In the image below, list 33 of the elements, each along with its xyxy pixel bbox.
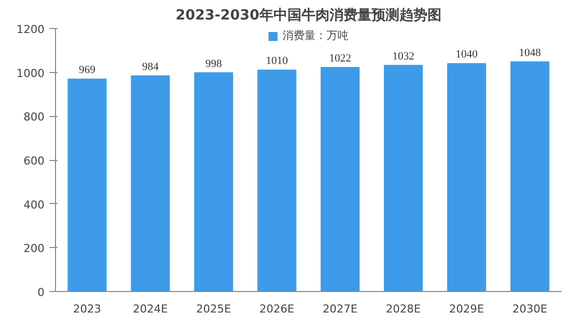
- y-tick-label: 0: [38, 286, 44, 299]
- y-tick-label: 1000: [16, 66, 45, 80]
- bar: [447, 63, 486, 292]
- data-label: 1022: [329, 52, 352, 65]
- legend-label: 消费量：万吨: [282, 28, 348, 43]
- bar: [320, 67, 360, 292]
- data-label: 984: [142, 60, 160, 73]
- y-tick-label: 1200: [16, 23, 45, 36]
- x-tick-label: 2023: [73, 302, 102, 316]
- y-tick-label: 800: [24, 110, 45, 124]
- bar: [510, 61, 550, 292]
- bar: [68, 78, 107, 292]
- y-tick-label: 200: [24, 242, 45, 256]
- data-label: 1040: [456, 48, 478, 61]
- bar: [194, 72, 234, 292]
- bar: [384, 64, 423, 292]
- data-label: 998: [205, 58, 222, 70]
- bar: [257, 70, 296, 292]
- x-tick-label: 2028E: [386, 302, 421, 316]
- x-tick-label: 2030E: [512, 302, 548, 316]
- bar: [130, 75, 170, 292]
- data-label: 969: [78, 64, 96, 76]
- x-tick-label: 2029E: [449, 302, 484, 316]
- chart-title: 2023-2030年中国牛肉消费量预测趋势图: [176, 8, 442, 24]
- x-tick-label: 2025E: [196, 302, 232, 316]
- y-tick-label: 600: [24, 154, 45, 168]
- x-tick-label: 2026E: [259, 302, 294, 316]
- x-tick-label: 2027E: [322, 302, 358, 316]
- data-label: 1032: [392, 50, 414, 62]
- x-tick-label: 2024E: [132, 302, 168, 316]
- data-label: 1010: [266, 55, 288, 68]
- data-label: 1048: [518, 46, 542, 59]
- y-tick-label: 400: [24, 198, 45, 212]
